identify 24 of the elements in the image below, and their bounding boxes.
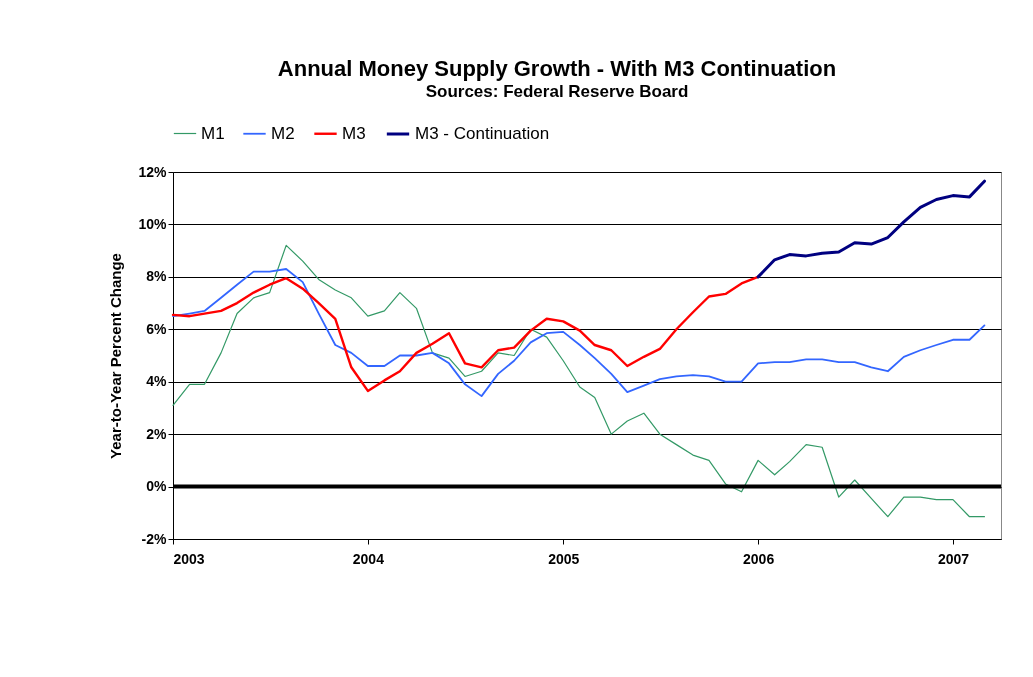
x-tick-label: 2007 xyxy=(937,550,970,567)
y-axis-title: Year-to-Year Percent Change xyxy=(107,253,125,459)
y-tick-label: 0% xyxy=(146,478,168,495)
legend-label: M2 xyxy=(271,123,295,143)
y-tick-label: 2% xyxy=(146,425,168,442)
legend-label: M3 xyxy=(342,123,366,143)
y-tick-label: 8% xyxy=(146,268,168,285)
line-series xyxy=(172,244,986,518)
chart-subtitle: Sources: Federal Reserve Board xyxy=(425,82,689,101)
x-tick-label: 2006 xyxy=(743,550,775,567)
y-tick-label: -2% xyxy=(141,530,168,547)
line-series xyxy=(171,275,760,393)
x-tick-label: 2003 xyxy=(173,550,205,567)
x-tick-label: 2004 xyxy=(352,550,385,567)
line-series xyxy=(172,268,986,398)
y-tick-label: 10% xyxy=(138,215,168,232)
y-tick-label: 4% xyxy=(146,373,168,390)
y-tick-label: 6% xyxy=(146,320,168,337)
chart-title: Annual Money Supply Growth - With M3 Continuation xyxy=(277,56,837,81)
line-series xyxy=(756,179,986,279)
legend-label: M3 - Continuation xyxy=(415,124,550,143)
y-tick-label: 12% xyxy=(138,163,168,180)
x-tick-label: 2005 xyxy=(548,550,580,567)
legend-label: M1 xyxy=(201,123,225,143)
